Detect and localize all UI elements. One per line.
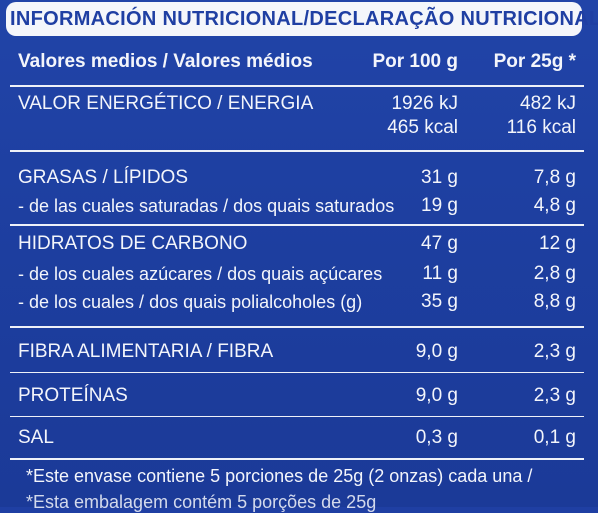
title-bar: INFORMACIÓN NUTRICIONAL/DECLARAÇÃO NUTRI… xyxy=(6,2,598,36)
row-label: PROTEÍNAS xyxy=(18,385,128,406)
divider xyxy=(10,224,584,226)
table-row: VALOR ENERGÉTICO / ENERGIA 1926 kJ 482 k… xyxy=(10,90,584,118)
footnote-portuguese: *Esta embalagem contém 5 porções de 25g xyxy=(26,492,377,512)
row-value-100g: 31 g xyxy=(421,167,458,188)
row-value-100g: 19 g xyxy=(421,195,458,216)
table-row: - de los cuales azúcares / dos quais açú… xyxy=(10,260,584,288)
row-label: VALOR ENERGÉTICO / ENERGIA xyxy=(18,93,314,114)
row-value-25g: 7,8 g xyxy=(533,167,576,188)
row-label: - de los cuales azúcares / dos quais açú… xyxy=(18,263,383,284)
divider xyxy=(10,326,584,328)
header-col-100g: Por 100 g xyxy=(372,51,458,72)
header-row: Valores medios / Valores médios Por 100 … xyxy=(10,48,584,76)
header-label: Valores medios / Valores médios xyxy=(18,51,313,72)
divider xyxy=(10,416,584,417)
row-value-100g: 1926 kJ xyxy=(391,93,458,114)
row-label: HIDRATOS DE CARBONO xyxy=(18,233,248,254)
table-title: INFORMACIÓN NUTRICIONAL/DECLARAÇÃO NUTRI… xyxy=(10,7,598,30)
row-value-100g: 9,0 g xyxy=(415,385,458,406)
table-row: 465 kcal 116 kcal xyxy=(10,114,584,142)
row-value-100g: 465 kcal xyxy=(387,117,458,138)
table-row: FIBRA ALIMENTARIA / FIBRA 9,0 g 2,3 g xyxy=(10,338,584,366)
row-value-100g: 35 g xyxy=(421,291,458,312)
header-col-25g: Por 25g * xyxy=(493,51,576,72)
row-value-25g: 4,8 g xyxy=(533,195,576,216)
row-value-25g: 2,3 g xyxy=(533,341,576,362)
row-value-100g: 47 g xyxy=(421,233,458,254)
row-value-100g: 9,0 g xyxy=(415,341,458,362)
footnote: *Este envase contiene 5 porciones de 25g… xyxy=(26,466,533,486)
row-label: - de las cuales saturadas / dos quais sa… xyxy=(18,195,395,216)
divider xyxy=(10,372,584,373)
row-label: FIBRA ALIMENTARIA / FIBRA xyxy=(18,341,274,362)
row-label: - de los cuales / dos quais polialcohole… xyxy=(18,291,363,312)
table-row: - de las cuales saturadas / dos quais sa… xyxy=(10,192,584,220)
row-value-100g: 0,3 g xyxy=(415,427,458,448)
table-row: - de los cuales / dos quais polialcohole… xyxy=(10,288,584,316)
row-value-25g: 2,8 g xyxy=(533,263,576,284)
row-value-25g: 12 g xyxy=(539,233,576,254)
divider xyxy=(10,150,584,152)
row-value-100g: 11 g xyxy=(422,263,458,284)
table-row: HIDRATOS DE CARBONO 47 g 12 g xyxy=(10,230,584,258)
row-value-25g: 8,8 g xyxy=(533,291,576,312)
row-value-25g: 116 kcal xyxy=(506,117,576,138)
table-row: SAL 0,3 g 0,1 g xyxy=(10,424,584,452)
row-value-25g: 0,1 g xyxy=(533,427,576,448)
row-label: SAL xyxy=(18,427,54,448)
table-row: PROTEÍNAS 9,0 g 2,3 g xyxy=(10,382,584,410)
row-value-25g: 2,3 g xyxy=(533,385,576,406)
row-label: GRASAS / LÍPIDOS xyxy=(18,167,188,188)
divider xyxy=(10,85,584,87)
table-row: GRASAS / LÍPIDOS 31 g 7,8 g xyxy=(10,164,584,192)
row-value-25g: 482 kJ xyxy=(520,93,576,114)
divider xyxy=(10,458,584,460)
